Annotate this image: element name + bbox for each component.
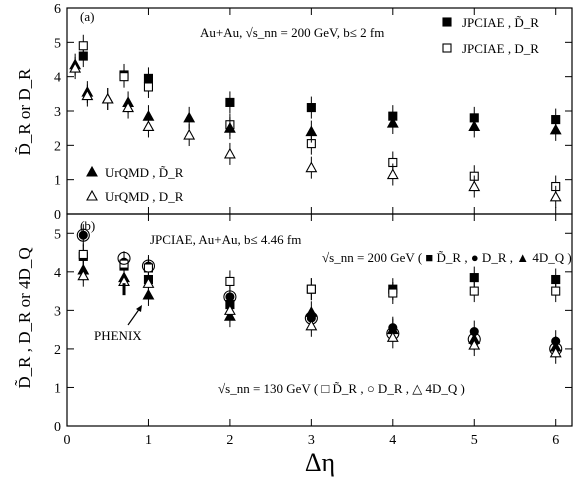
legend-urqmd-dr: UrQMD , D_R [105, 189, 184, 204]
y-tick-label: 1 [54, 174, 61, 189]
panel-a-label: (a) [80, 9, 94, 24]
legend-marker-jpciae-dr [442, 43, 452, 53]
data-point-open-circle [76, 228, 90, 242]
data-point-bar [122, 283, 126, 296]
data-point-filled-circle [78, 230, 88, 240]
data-point-open-triangle [386, 331, 399, 342]
x-tick-label: 5 [471, 433, 478, 448]
panel-b-frame [66, 213, 573, 427]
phenix-label: PHENIX [94, 328, 142, 343]
label-130gev: √s_nn = 130 GeV ( □ D̃_R , ○ D_R , △ 4D_… [218, 381, 465, 396]
y-tick-label: 3 [54, 304, 61, 319]
data-point-open-triangle [69, 61, 82, 73]
data-point-open-square [469, 286, 479, 296]
data-point-filled-square [306, 103, 316, 113]
x-tick-label: 3 [308, 433, 315, 448]
y-tick-label: 2 [54, 343, 61, 358]
panel-b-ylabel: D̃_R , D_R or 4D_Q [15, 247, 34, 388]
panel-a-annotation: Au+Au, √s_nn = 200 GeV, b≤ 2 fm [200, 25, 384, 40]
data-point-open-triangle [142, 277, 155, 288]
data-point-open-triangle [468, 180, 481, 192]
data-point-open-triangle [223, 304, 236, 315]
legend-marker-urqmd-dtilde [86, 165, 98, 177]
legend-marker-urqmd-dr [86, 189, 98, 201]
data-point-filled-triangle [183, 111, 196, 123]
y-tick-label: 0 [54, 208, 61, 223]
legend-marker-jpciae-dtilde [442, 17, 452, 27]
data-point-open-triangle [549, 346, 562, 358]
data-point-filled-triangle [386, 116, 399, 128]
x-tick-label: 0 [64, 433, 71, 448]
panel-b: (b) JPCIAE, Au+Au, b≤ 4.46 fm √s_nn = 20… [15, 213, 573, 477]
data-point-open-triangle [305, 161, 318, 173]
data-point-open-circle [117, 251, 131, 265]
panel-b-marks [76, 224, 563, 364]
data-point-open-triangle [386, 168, 399, 180]
data-point-open-square [306, 284, 316, 294]
panel-a: (a) Au+Au, √s_nn = 200 GeV, b≤ 2 fm JPCI… [15, 2, 573, 223]
y-tick-label: 5 [54, 36, 61, 51]
y-tick-label: 0 [54, 420, 61, 435]
y-tick-label: 4 [54, 266, 61, 281]
label-200gev: √s_nn = 200 GeV ( ■ D̃_R , ● D_R , ▲ 4D_… [322, 250, 572, 265]
data-point-open-triangle [549, 190, 562, 202]
legend-urqmd-dtilde: UrQMD , D̃_R [105, 165, 184, 180]
y-tick-label: 4 [54, 71, 61, 86]
panel-b-ticks: 0 1 2 3 4 5 0 1 2 3 4 5 6 [54, 214, 572, 448]
data-point-open-square [225, 276, 235, 287]
panel-a-ticks: 0 1 2 3 4 5 6 [54, 2, 572, 223]
x-tick-label: 2 [226, 433, 233, 448]
phenix-arrow-head [136, 305, 142, 312]
y-tick-label: 2 [54, 139, 61, 154]
data-point-filled-triangle [549, 123, 562, 135]
panel-a-ylabel: D̃_R or D_R [15, 68, 34, 156]
data-point-open-circle [141, 259, 156, 273]
data-point-filled-triangle [305, 125, 318, 137]
y-tick-label: 3 [54, 105, 61, 120]
panel-a-legend-markers [86, 17, 452, 201]
data-point-filled-triangle [468, 120, 481, 131]
data-point-open-triangle [122, 101, 135, 113]
data-point-open-square [388, 288, 398, 298]
data-point-open-triangle [77, 269, 90, 281]
y-tick-label: 1 [54, 381, 61, 396]
data-point-open-triangle [305, 319, 318, 331]
data-point-open-square [78, 41, 88, 51]
data-point-filled-triangle [223, 122, 236, 133]
data-point-open-triangle [223, 147, 236, 159]
x-tick-label: 4 [389, 433, 396, 448]
data-point-open-triangle [101, 92, 114, 104]
x-tick-label: 6 [552, 433, 559, 448]
data-point-open-triangle [468, 338, 481, 350]
panel-a-marks [69, 34, 562, 208]
data-point-filled-square [225, 97, 235, 107]
data-point-open-triangle [81, 89, 94, 101]
y-tick-label: 5 [54, 227, 61, 242]
data-point-open-square [551, 286, 561, 296]
phenix-arrow [127, 307, 141, 326]
legend-jpciae-dtilde: JPCIAE , D̃_R [462, 15, 539, 30]
data-point-open-triangle [142, 120, 155, 131]
legend-jpciae-dr: JPCIAE , D_R [462, 41, 539, 56]
data-point-filled-triangle [142, 288, 155, 300]
y-tick-label: 6 [54, 2, 61, 17]
panel-b-annotation: JPCIAE, Au+Au, b≤ 4.46 fm [150, 232, 301, 247]
x-tick-label: 1 [145, 433, 152, 448]
data-point-open-square [143, 82, 154, 92]
data-point-open-square [78, 249, 88, 260]
panel-b-xlabel: Δη [305, 448, 335, 477]
data-point-open-square [119, 72, 129, 82]
data-point-open-triangle [183, 128, 196, 140]
